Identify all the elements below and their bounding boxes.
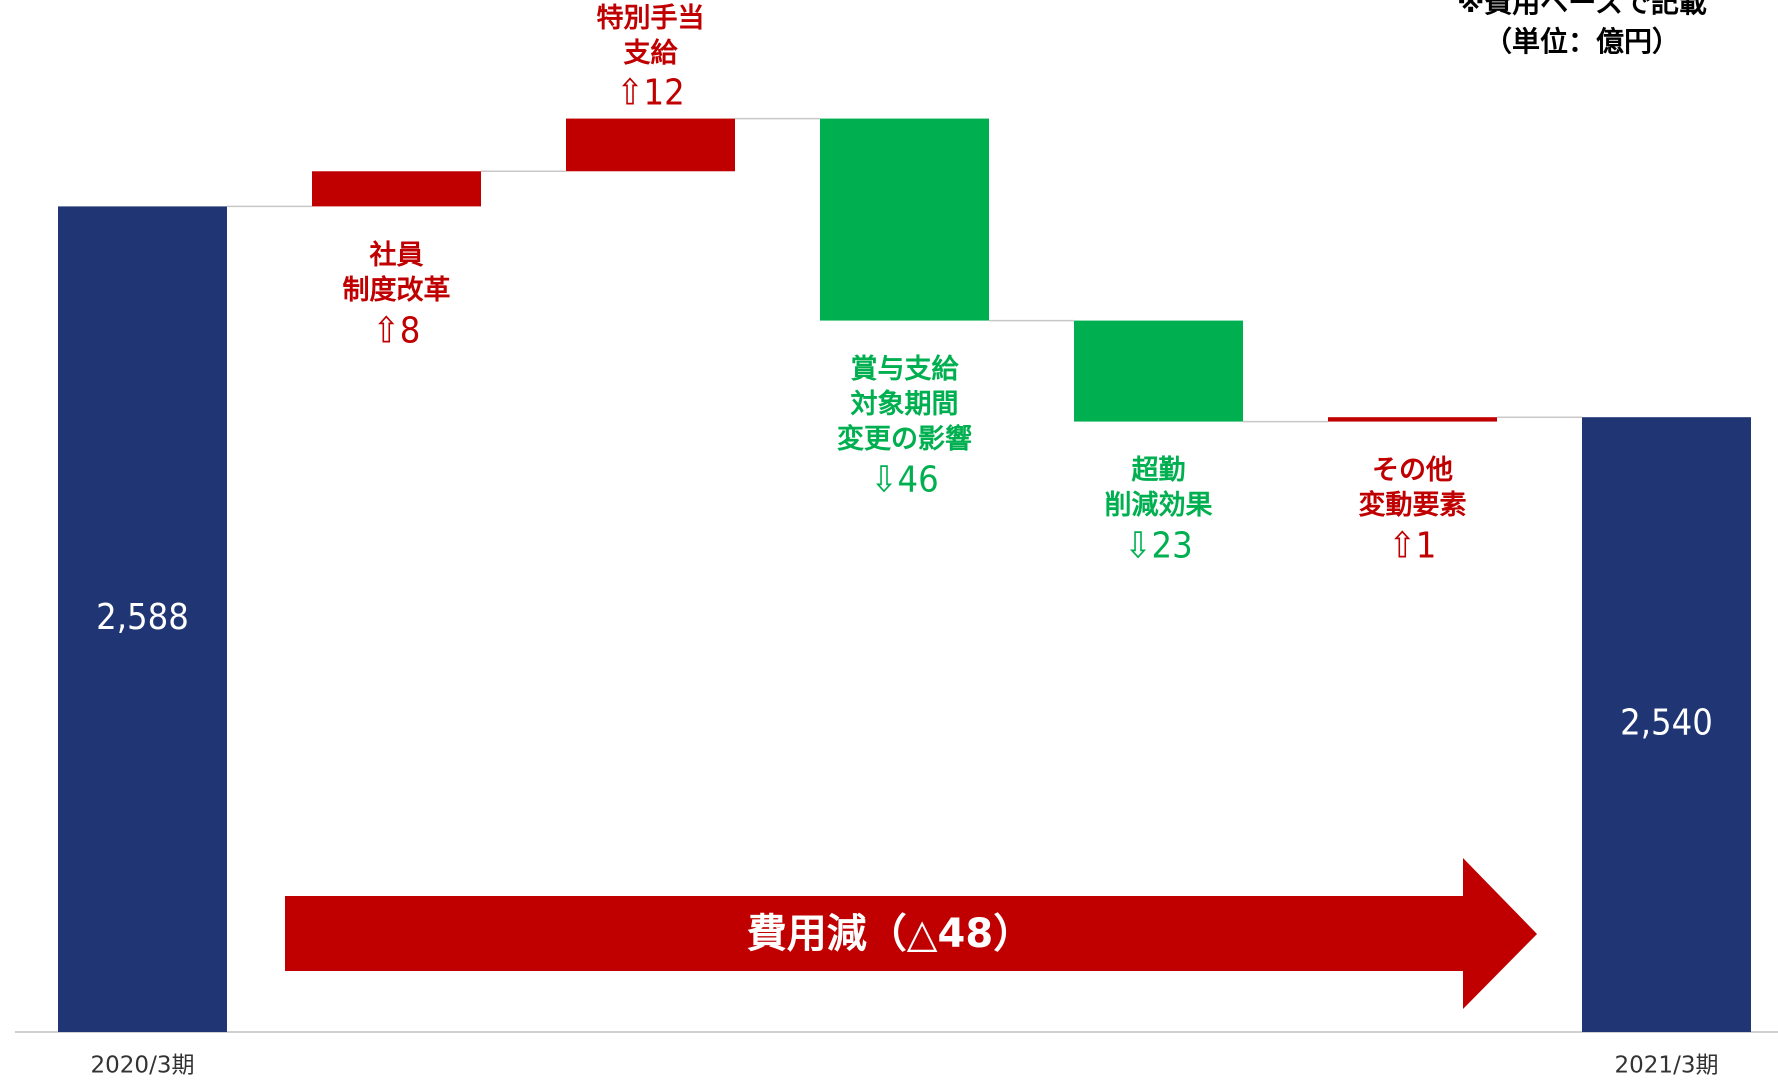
bar <box>820 118 989 321</box>
value-label: ⇩46 <box>870 460 938 501</box>
step-name: 特別手当 <box>597 3 705 34</box>
step-name: 削減効果 <box>1105 489 1213 521</box>
step-name: その他 <box>1372 455 1453 486</box>
value-label: ⇩23 <box>1124 526 1192 567</box>
bar <box>1582 417 1751 1032</box>
arrow-label: 費用減（△48） <box>747 911 1033 957</box>
step-name: 支給 <box>624 37 679 69</box>
arrow <box>285 858 1537 1009</box>
step-name: 対象期間 <box>851 388 959 420</box>
step-name: 制度改革 <box>343 274 451 306</box>
value-label: ⇧1 <box>1389 526 1437 567</box>
bar <box>566 118 735 172</box>
note: ※費用ベースで記載 <box>1457 0 1707 19</box>
x-tick-label: 2021/3期 <box>1615 1053 1719 1079</box>
value-label: 2,588 <box>96 597 189 638</box>
bar <box>312 171 481 207</box>
note: （単位：億円） <box>1484 25 1680 58</box>
bar <box>58 206 227 1032</box>
step-name: 変動要素 <box>1359 489 1467 521</box>
bar <box>1074 320 1243 422</box>
value-label: ⇧8 <box>373 310 421 351</box>
value-label: 2,540 <box>1620 703 1713 744</box>
x-tick-label: 2020/3期 <box>91 1053 195 1079</box>
value-label: ⇧12 <box>616 73 684 114</box>
bar <box>1328 417 1497 422</box>
step-name: 賞与支給 <box>851 353 960 385</box>
step-name: 超勤 <box>1132 455 1186 486</box>
step-name: 社員 <box>370 239 424 271</box>
step-name: 変更の影響 <box>837 423 972 455</box>
